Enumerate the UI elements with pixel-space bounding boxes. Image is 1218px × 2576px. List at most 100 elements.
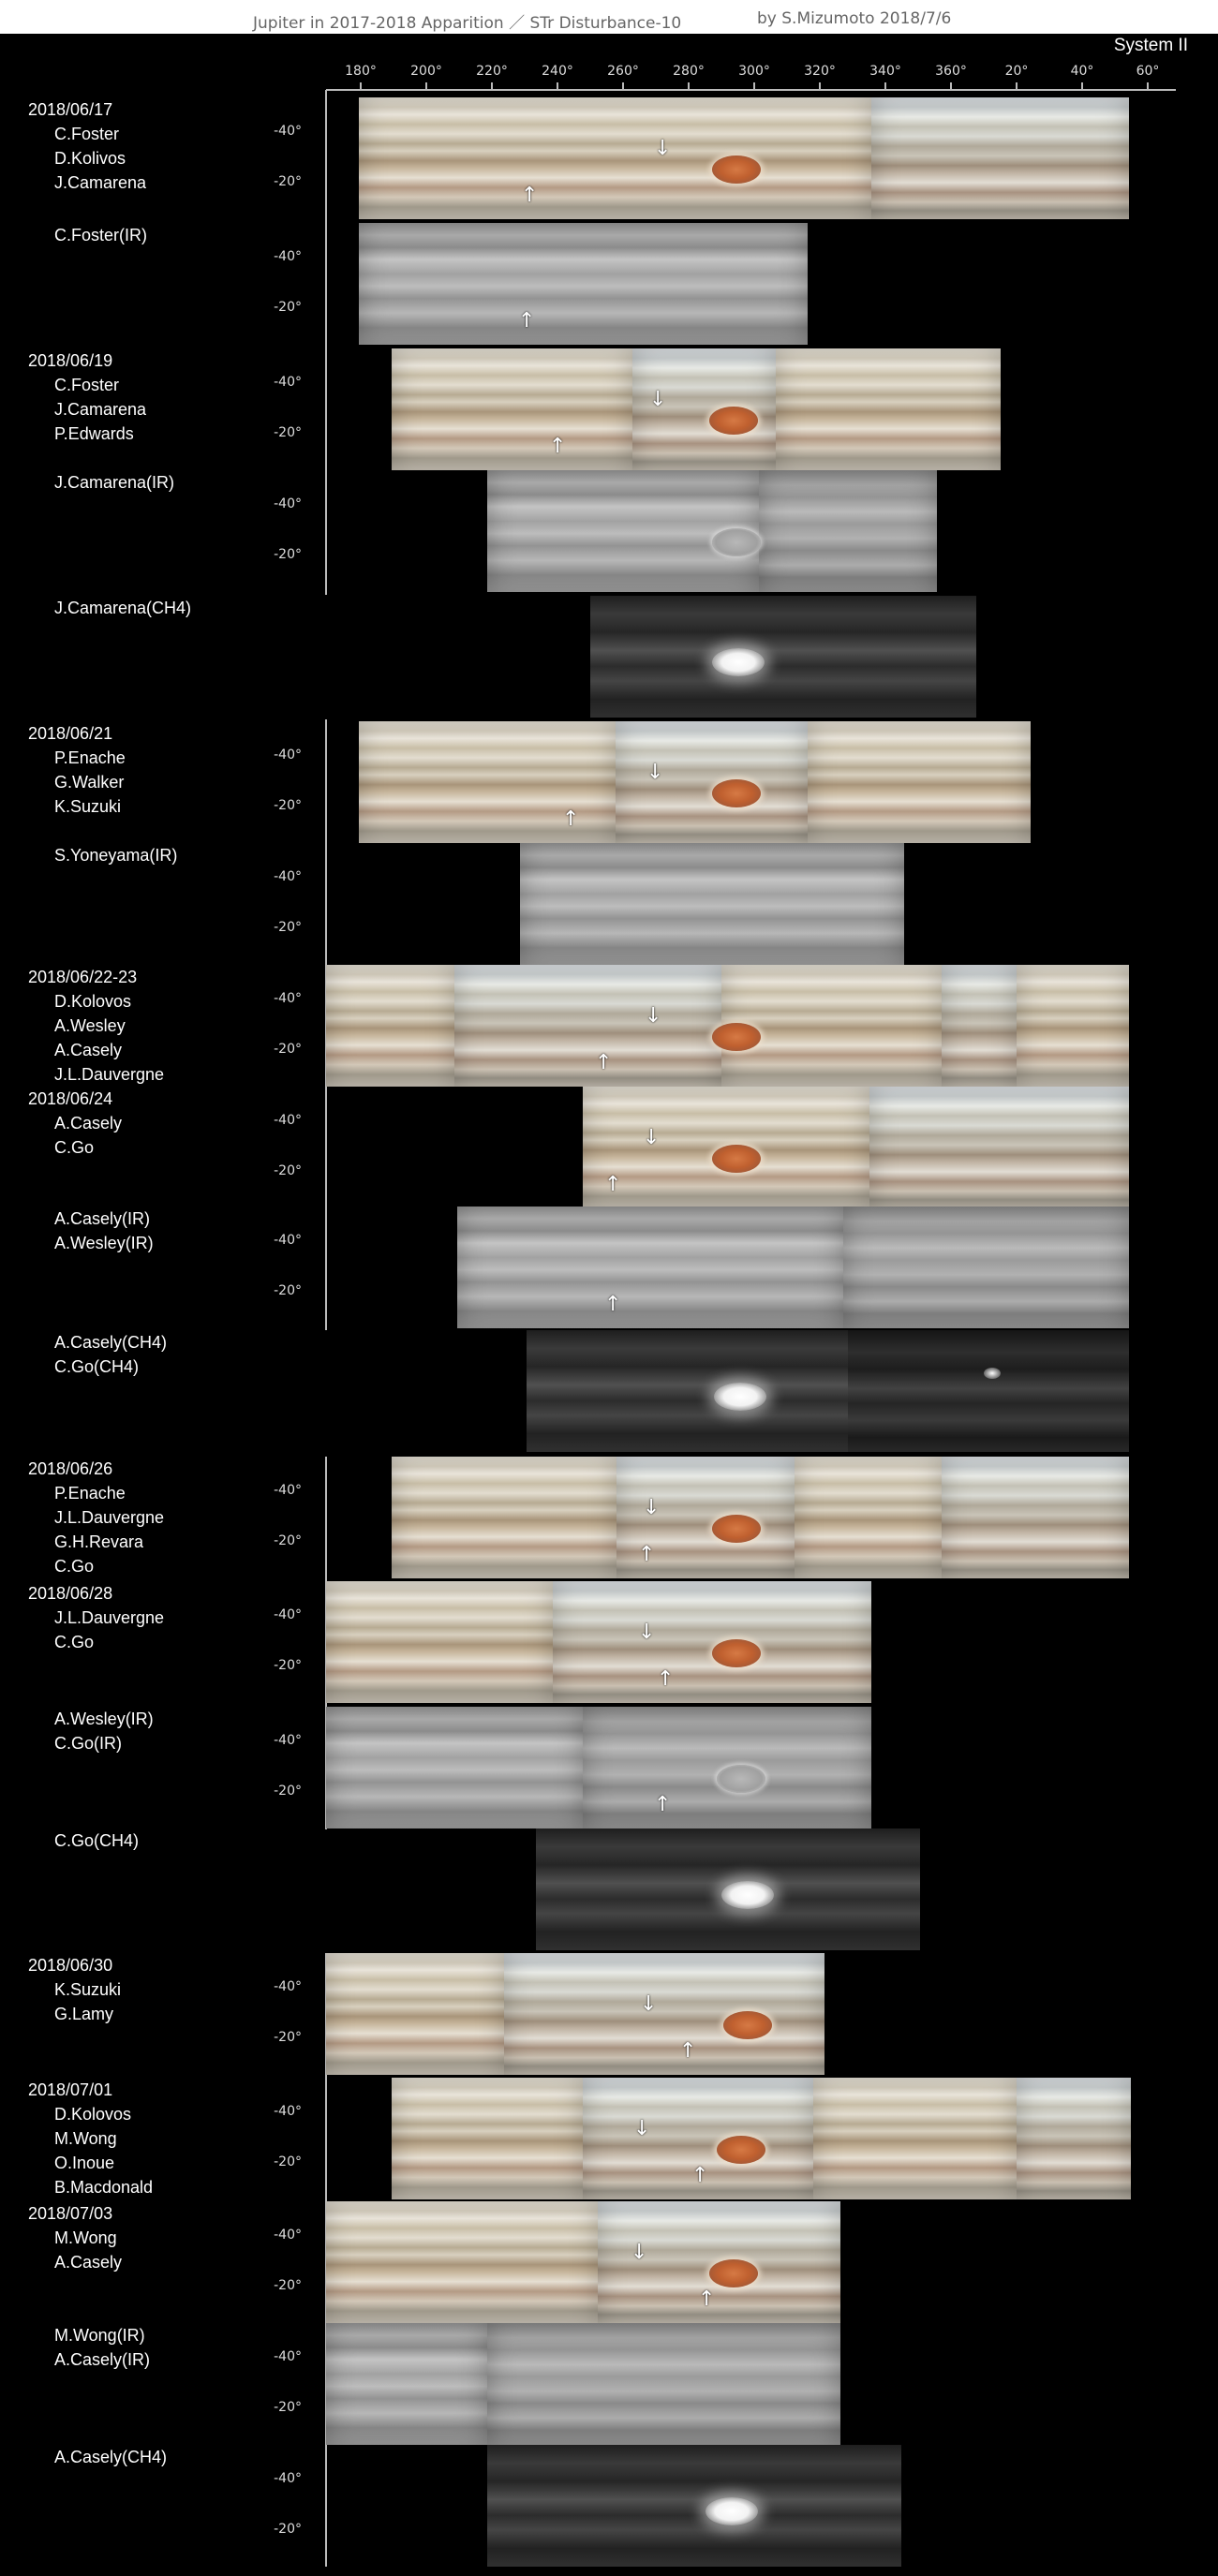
title-bar: Jupiter in 2017-2018 Apparition ／ STr Di… (0, 0, 1218, 34)
image-tile (520, 843, 904, 965)
latitude-tick-label: -40° (274, 124, 302, 139)
observer-name: A.Casely(IR) (54, 2350, 151, 2369)
observer-name: M.Wong (54, 2129, 117, 2148)
longitude-tick-label: 360° (935, 64, 967, 79)
up-arrow-marker: ↑ (518, 309, 536, 333)
great-red-spot (712, 1145, 761, 1173)
observer-name: C.Foster (54, 125, 120, 143)
image-tile (326, 1707, 583, 1828)
observation-date: 2018/06/22-23 (28, 968, 138, 986)
ir-image-panel (487, 470, 937, 592)
ir-image-panel: ↑ (359, 223, 808, 345)
latitude-tick-label: -20° (274, 1283, 302, 1298)
longitude-tick-label: 280° (673, 64, 705, 79)
latitude-tick-label: -40° (274, 2228, 302, 2243)
longitude-tick-label: 320° (804, 64, 836, 79)
longitude-tick-label: 200° (410, 64, 442, 79)
image-tile (942, 1457, 1129, 1578)
great-red-spot (712, 1639, 761, 1667)
great-red-spot (712, 155, 761, 184)
image-tile (759, 470, 937, 592)
latitude-tick-label: -20° (274, 425, 302, 440)
observer-name: C.Foster(IR) (54, 226, 147, 244)
observer-name: C.Go(IR) (54, 1734, 122, 1753)
up-arrow-marker: ↑ (595, 1051, 613, 1074)
up-arrow-marker: ↑ (691, 2164, 709, 2187)
image-tile (359, 97, 871, 219)
longitude-tick-label: 240° (542, 64, 573, 79)
observation-label: 2018/06/24 A.Casely C.Go (28, 1087, 122, 1160)
observer-name: A.Wesley (54, 1016, 126, 1035)
great-red-spot (712, 779, 761, 807)
observer-name: G.H.Revara (54, 1532, 144, 1551)
image-tile (553, 1581, 871, 1703)
bright-spot (984, 1368, 1001, 1379)
image-tile (616, 721, 808, 843)
observation-label: A.Casely(IR) A.Wesley(IR) (28, 1207, 154, 1255)
color-image-panel: ↓ ↑ (583, 1087, 1129, 1208)
observation-label: 2018/06/26 P.Enache J.L.Dauvergne G.H.Revar… (28, 1457, 164, 1578)
down-arrow-marker: ↓ (643, 1496, 661, 1519)
longitude-tick-label: 340° (869, 64, 901, 79)
up-arrow-marker: ↑ (521, 184, 539, 207)
observation-label: A.Casely(CH4) (28, 2445, 167, 2469)
ch4-image-panel (527, 1330, 1129, 1452)
latitude-tick-label: -40° (274, 1979, 302, 1994)
observer-name: O.Inoue (54, 2154, 115, 2172)
great-red-spot (712, 648, 765, 676)
observer-name: S.Yoneyama(IR) (54, 846, 178, 865)
latitude-tick-label: -20° (274, 1658, 302, 1673)
latitude-tick-label: -40° (274, 748, 302, 762)
observation-date: 2018/06/24 (28, 1089, 113, 1108)
observation-label: C.Foster(IR) (28, 223, 147, 247)
up-arrow-marker: ↑ (549, 435, 567, 458)
observer-name: C.Go(CH4) (54, 1831, 140, 1850)
color-image-panel: ↓ ↑ (326, 1953, 824, 2075)
latitude-tick-label: -20° (274, 1042, 302, 1057)
observation-label: 2018/06/17 C.Foster D.Kolivos J.Camarena (28, 97, 146, 195)
image-tile (583, 2078, 813, 2199)
great-red-spot (721, 1881, 774, 1909)
up-arrow-marker: ↑ (638, 1543, 656, 1566)
longitude-tick-label: 300° (738, 64, 770, 79)
observation-label: 2018/06/21 P.Enache G.Walker K.Suzuki (28, 721, 126, 819)
image-tile (326, 2201, 598, 2323)
image-tile (942, 965, 1017, 1087)
image-tile (326, 1953, 504, 2075)
image-tile (392, 1457, 616, 1578)
observer-name: A.Casely(IR) (54, 1209, 151, 1228)
image-tile (616, 1457, 795, 1578)
color-image-panel: ↓ ↑ (359, 97, 1129, 219)
observation-label: S.Yoneyama(IR) (28, 843, 177, 867)
observer-name: D.Kolovos (54, 2105, 132, 2124)
observation-date: 2018/06/19 (28, 351, 113, 370)
down-arrow-marker: ↓ (640, 1992, 658, 2016)
great-red-spot (723, 2011, 772, 2039)
down-arrow-marker: ↓ (631, 2241, 648, 2264)
ch4-image-panel (536, 1828, 920, 1950)
ir-image-panel (520, 843, 904, 965)
longitude-tick-label: 220° (476, 64, 508, 79)
observation-label: 2018/06/22-23 D.Kolovos A.Wesley A.Casely J.… (28, 965, 164, 1087)
observer-name: A.Casely (54, 1114, 123, 1133)
image-tile (813, 2078, 1017, 2199)
latitude-tick-label: -20° (274, 2154, 302, 2169)
observer-name: J.L.Dauvergne (54, 1065, 165, 1084)
up-arrow-marker: ↑ (654, 1793, 672, 1816)
image-tile (454, 965, 721, 1087)
observer-name: C.Go (54, 1557, 95, 1576)
image-tile (487, 2323, 840, 2445)
longitude-tick-label: 60° (1136, 64, 1160, 79)
image-tile (359, 223, 808, 345)
image-tile (326, 1581, 553, 1703)
latitude-tick-label: -40° (274, 1733, 302, 1748)
observer-name: A.Wesley(IR) (54, 1710, 154, 1728)
longitude-tick-label: 20° (1004, 64, 1029, 79)
observation-label: 2018/06/19 C.Foster J.Camarena P.Edwards (28, 348, 146, 446)
latitude-tick-label: -40° (274, 496, 302, 511)
down-arrow-marker: ↓ (638, 1621, 656, 1644)
observation-date: 2018/06/21 (28, 724, 113, 743)
up-arrow-marker: ↑ (698, 2287, 716, 2311)
latitude-tick-label: -20° (274, 300, 302, 315)
observation-date: 2018/06/28 (28, 1584, 113, 1603)
